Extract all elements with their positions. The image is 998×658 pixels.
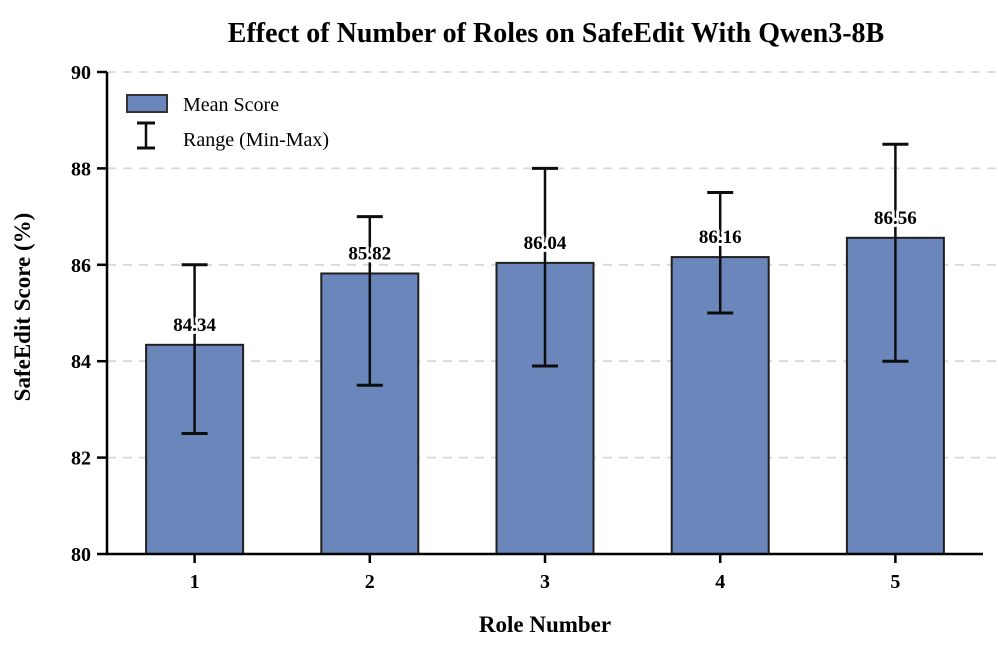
- y-tick-label: 88: [71, 158, 91, 180]
- x-axis-label: Role Number: [479, 612, 611, 637]
- y-tick-label: 90: [71, 62, 91, 84]
- y-tick-label: 86: [71, 255, 91, 277]
- x-tick-label: 1: [190, 571, 200, 593]
- y-tick-label: 80: [71, 544, 91, 566]
- x-axis-ticks-group: 1 2 3 4 5: [190, 554, 900, 593]
- legend-mean-label: Mean Score: [183, 94, 279, 116]
- error-bars-group: [181, 142, 909, 435]
- legend-mean-swatch-icon: [126, 94, 168, 113]
- legend-range-label: Range (Min-Max): [183, 129, 329, 151]
- legend: Mean Score Range (Min-Max): [126, 94, 329, 151]
- y-axis-label: SafeEdit Score (%): [10, 213, 35, 402]
- bar-value-label: 86.56: [874, 208, 917, 229]
- x-tick-label: 5: [890, 571, 900, 593]
- value-labels-group: 84.34 85.82 86.04 86.16 86.56: [170, 205, 920, 339]
- bar-value-label: 86.16: [699, 227, 742, 248]
- x-tick-label: 3: [540, 571, 550, 593]
- y-tick-label: 84: [71, 351, 91, 373]
- y-tick-label: 82: [71, 448, 91, 470]
- bar-value-label: 85.82: [348, 243, 391, 264]
- y-axis-ticks-group: 80 82 84 86 88 90: [71, 62, 107, 566]
- x-tick-label: 2: [365, 571, 375, 593]
- legend-errorbar-icon: [137, 121, 155, 150]
- x-tick-label: 4: [715, 571, 725, 593]
- chart-title: Effect of Number of Roles on SafeEdit Wi…: [228, 18, 884, 49]
- bar-value-label: 84.34: [173, 315, 216, 336]
- bar-value-label: 86.04: [524, 233, 567, 254]
